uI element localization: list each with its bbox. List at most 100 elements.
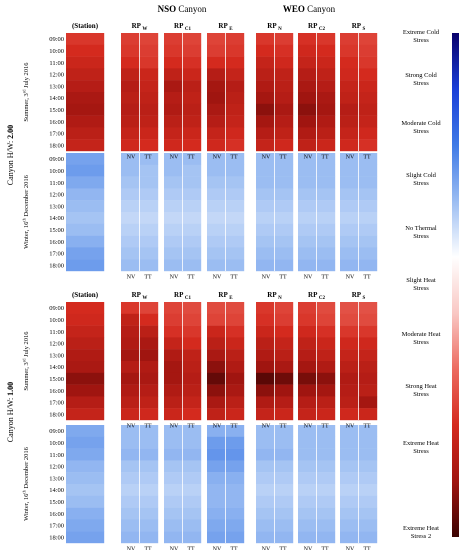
- subcolumn-label-nv: NV: [346, 547, 355, 550]
- heatmap-cell: [256, 139, 275, 152]
- heatmap-cell: [182, 80, 202, 93]
- heatmap-cell: [182, 448, 202, 461]
- heatmap-cell: [256, 472, 275, 485]
- heatmap-cell: [256, 396, 275, 409]
- heatmap-cell: [66, 519, 105, 532]
- heatmap-cell: [340, 448, 359, 461]
- heatmap-cell: [225, 80, 245, 93]
- heatmap-cell: [66, 80, 105, 93]
- heatmap-cell: [207, 349, 226, 362]
- heatmap-cell: [256, 153, 275, 165]
- heatmap-cell: [121, 103, 140, 116]
- heatmap-cell: [358, 337, 378, 350]
- heatmap-cell: [121, 495, 140, 508]
- heatmap-cell: [298, 92, 317, 104]
- heatmap-cell: [316, 56, 336, 69]
- heatmap-cell: [164, 92, 183, 104]
- heatmap-cell: [139, 519, 159, 532]
- heatmap-cell: [164, 302, 183, 314]
- heatmap-cell: [66, 507, 105, 520]
- heatmap-cell: [358, 176, 378, 189]
- heatmap-cell: [274, 92, 294, 104]
- heatmap-cell: [182, 472, 202, 485]
- heatmap-cell: [358, 56, 378, 69]
- heatmap-cell: [316, 384, 336, 397]
- heatmap-cell: [274, 212, 294, 224]
- heatmap-cell: [139, 349, 159, 362]
- heatmap-cell: [340, 103, 359, 116]
- heatmap-cell: [139, 472, 159, 485]
- hour-label: 17:00: [49, 523, 64, 530]
- row-label: Summer, 3rd July 2016: [22, 62, 31, 122]
- heatmap-cell: [358, 425, 378, 437]
- heatmap-cell: [225, 139, 245, 152]
- heatmap-cell: [121, 408, 140, 421]
- heatmap-cell: [164, 127, 183, 140]
- heatmap-cell: [182, 325, 202, 338]
- heatmap-cell: [207, 235, 226, 248]
- heatmap-cell: [182, 531, 202, 544]
- heatmap-cell: [274, 436, 294, 449]
- heatmap-cell: [164, 44, 183, 57]
- subcolumn-label-nv: NV: [170, 424, 179, 430]
- heatmap-cell: [298, 164, 317, 177]
- heatmap-cell: [225, 313, 245, 326]
- legend-label: Extreme Heat Stress 2: [403, 525, 439, 540]
- heatmap-cell: [121, 188, 140, 201]
- heatmap-cell: [225, 259, 245, 272]
- heatmap-cell: [340, 507, 359, 520]
- heatmap-cell: [139, 92, 159, 104]
- heatmap-cell: [139, 337, 159, 350]
- heatmap-cell: [274, 507, 294, 520]
- heatmap-cell: [274, 200, 294, 213]
- heatmap-cell: [358, 472, 378, 485]
- heatmap-cell: [340, 384, 359, 397]
- subcolumn-label-nv: NV: [304, 424, 313, 430]
- heatmap-cell: [121, 425, 140, 437]
- heatmap-cell: [207, 68, 226, 81]
- heatmap-cell: [164, 448, 183, 461]
- heatmap-cell: [340, 325, 359, 338]
- heatmap-cell: [207, 127, 226, 140]
- column-header-c1: RP C1: [174, 291, 191, 301]
- heatmap-cell: [298, 247, 317, 260]
- heatmap-cell: [207, 212, 226, 224]
- heatmap-cell: [207, 302, 226, 314]
- heatmap-cell: [182, 68, 202, 81]
- heatmap-cell: [182, 259, 202, 272]
- heatmap-cell: [207, 56, 226, 69]
- heatmap-cell: [340, 127, 359, 140]
- heatmap-cell: [121, 519, 140, 532]
- heatmap-cell: [139, 325, 159, 338]
- heatmap-cell: [164, 188, 183, 201]
- heatmap-cell: [358, 325, 378, 338]
- heatmap-cell: [316, 472, 336, 485]
- heatmap-cell: [121, 212, 140, 224]
- heatmap-panels: [66, 33, 378, 544]
- heatmap-cell: [225, 56, 245, 69]
- heatmap-cell: [340, 153, 359, 165]
- heatmap-cell: [121, 436, 140, 449]
- subcolumn-label-nv: NV: [127, 424, 136, 430]
- heatmap-cell: [298, 153, 317, 165]
- heatmap-cell: [340, 92, 359, 104]
- heatmap-cell: [121, 325, 140, 338]
- heatmap-cell: [256, 460, 275, 473]
- heatmap-cell: [316, 436, 336, 449]
- heatmap-cell: [139, 103, 159, 116]
- subcolumn-label-nv: NV: [262, 424, 271, 430]
- heatmap-cell: [274, 188, 294, 201]
- heatmap-cell: [182, 188, 202, 201]
- heatmap-cell: [66, 164, 105, 177]
- subcolumn-label-tt: TT: [279, 424, 287, 430]
- heatmap-cell: [207, 325, 226, 338]
- heatmap-cell: [225, 127, 245, 140]
- subcolumn-label-nv: NV: [262, 155, 271, 161]
- heatmap-cell: [358, 396, 378, 409]
- heatmap-cell: [66, 139, 105, 152]
- heatmap-cell: [207, 153, 226, 165]
- heatmap-cell: [298, 372, 317, 385]
- heatmap-cell: [207, 361, 226, 373]
- heatmap-cell: [66, 396, 105, 409]
- heatmap-cell: [207, 460, 226, 473]
